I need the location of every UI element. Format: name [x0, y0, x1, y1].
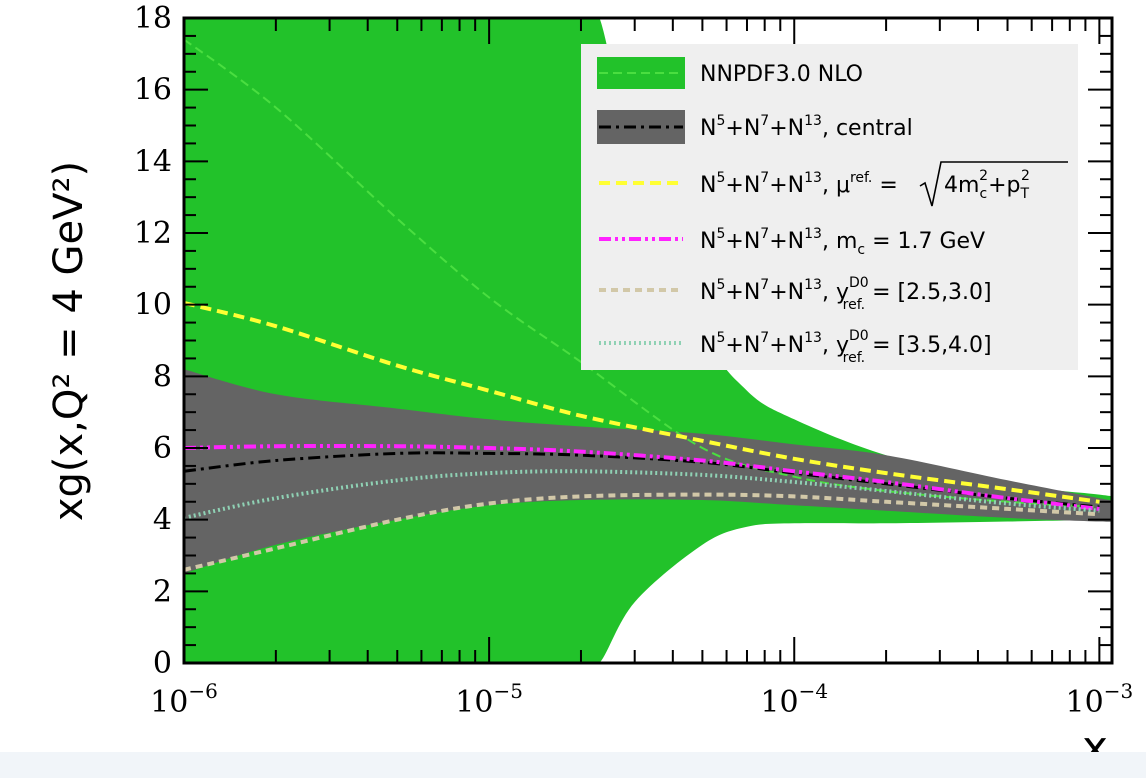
band-central	[184, 369, 1112, 574]
series-line-y25	[184, 492, 1100, 572]
y-tick-label: 0	[153, 646, 172, 681]
y-tick-label: 6	[153, 431, 172, 466]
legend-label-mc: N5+N7+N13, mc = 1.7 GeV	[700, 226, 985, 258]
series-line-nnpdf	[184, 38, 1100, 509]
y-tick-label: 4	[153, 503, 172, 538]
axis-ticks	[183, 17, 1112, 664]
y-tick-label: 12	[134, 216, 172, 251]
legend-label-mu-radicand: 4mc2+pT2	[944, 168, 1030, 202]
y-axis-title: xg(x,Q² = 4 GeV²)	[46, 161, 92, 521]
axis-tick-labels: 0 2 4 6 8 10 12 14 16 18 10−6 10−5 10−4 10−3	[134, 1, 1133, 720]
y-tick-label: 16	[134, 73, 172, 108]
legend-background	[581, 44, 1078, 370]
legend-label-central: N5+N7+N13, central	[700, 113, 913, 141]
legend-label-mu: N5+N7+N13, μref. =	[700, 170, 898, 198]
bottom-strip	[0, 752, 1146, 778]
series-line-central	[184, 451, 1100, 509]
x-tick-label: 10−5	[455, 679, 523, 720]
y-tick-label: 14	[134, 144, 172, 179]
legend-label-y35: N5+N7+N13, yD0 ref. = [3.5,4.0]	[700, 328, 992, 366]
series-line-y35	[184, 469, 1100, 520]
x-tick-label: 10−4	[760, 679, 828, 720]
series-lines	[184, 38, 1100, 572]
y-tick-label: 18	[134, 1, 172, 36]
legend-label-y25: N5+N7+N13, yD0 ref. = [2.5,3.0]	[700, 275, 992, 313]
legend-sqrt-sign	[919, 161, 1068, 207]
y-tick-label: 8	[153, 359, 172, 394]
legend: NNPDF3.0 NLO N5+N7+N13, central N5+N7+N1…	[581, 44, 1078, 370]
series-line-mc	[184, 443, 1100, 511]
x-tick-label: 10−6	[150, 679, 218, 720]
series-line-mu	[184, 300, 1100, 504]
y-tick-label: 2	[153, 574, 172, 609]
legend-label-nnpdf: NNPDF3.0 NLO	[700, 62, 863, 87]
x-tick-label: 10−3	[1066, 679, 1134, 720]
y-tick-label: 10	[134, 288, 172, 323]
